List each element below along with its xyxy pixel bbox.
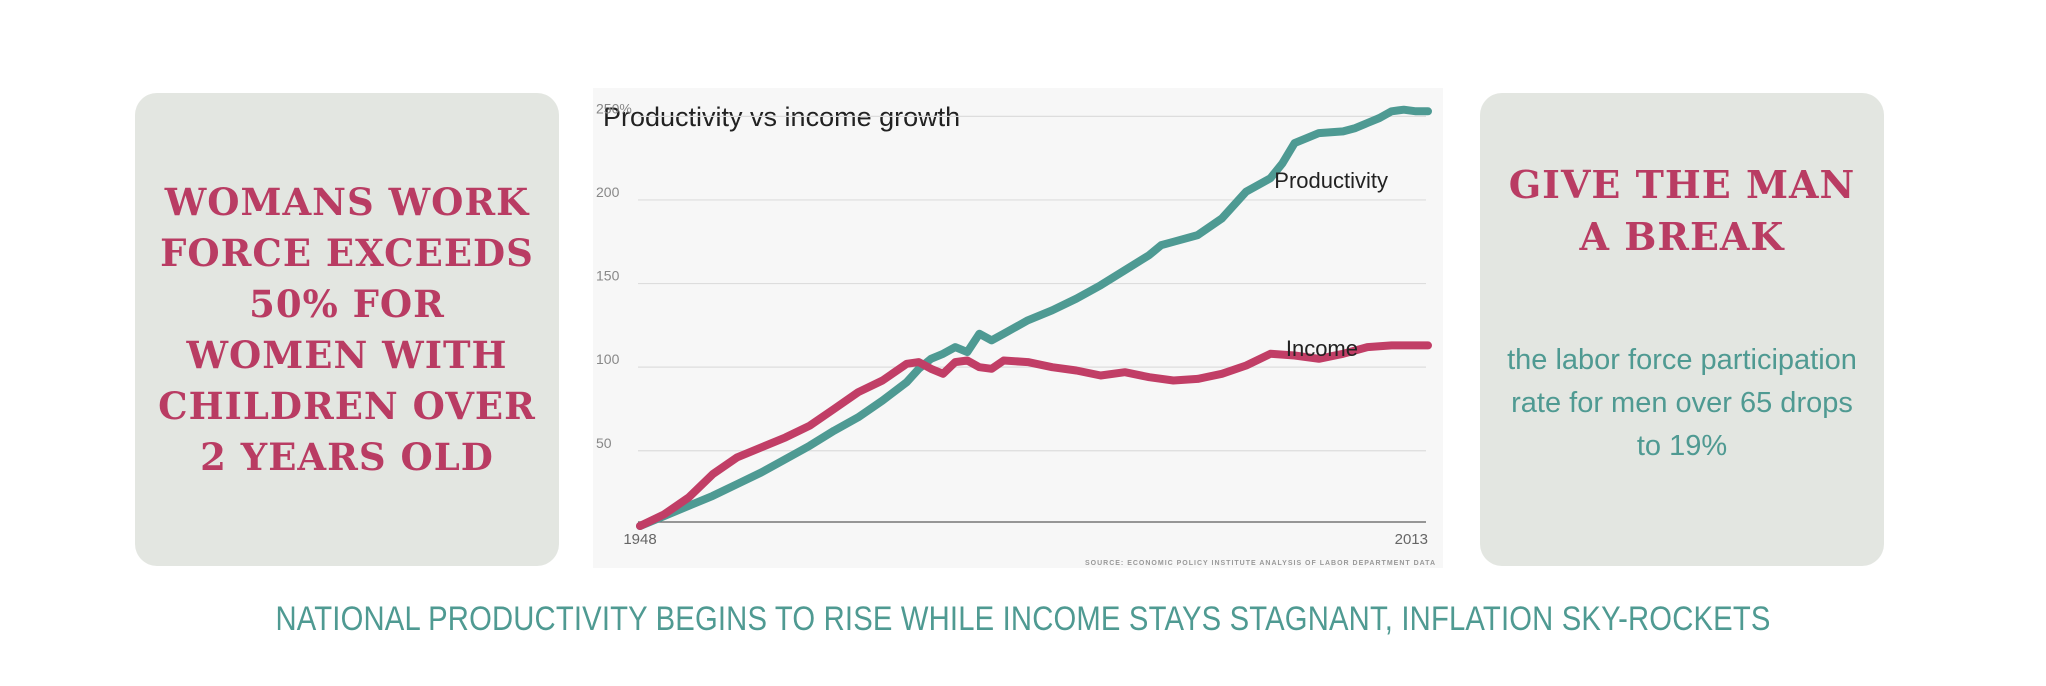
series-label-productivity: Productivity	[1274, 168, 1388, 193]
y-tick-label: 50	[596, 435, 612, 451]
y-tick-label: 250%	[596, 100, 632, 116]
series-line-productivity	[636, 105, 1432, 530]
right-info-card: GIVE THE MAN A BREAK the labor force par…	[1480, 93, 1884, 566]
right-card-body: the labor force participation rate for m…	[1507, 344, 1857, 462]
y-tick-label: 200	[596, 184, 620, 200]
left-info-card: WOMANS WORK FORCE EXCEEDS 50% FOR WOMEN …	[135, 93, 559, 566]
chart-panel: Productivity vs income growth 250% 200 150 1…	[593, 88, 1443, 568]
chart-title: Productivity vs income growth	[603, 102, 960, 132]
x-tick-label: 1948	[623, 531, 656, 548]
y-tick-label: 150	[596, 268, 620, 284]
y-tick-label: 100	[596, 351, 620, 367]
chart-source: SOURCE: ECONOMIC POLICY INSTITUTE ANALYS…	[1085, 560, 1436, 567]
series-label-income: Income	[1286, 336, 1358, 361]
left-card-heading: WOMANS WORK FORCE EXCEEDS 50% FOR WOMEN …	[158, 179, 536, 479]
series-shadow-income	[639, 342, 1431, 527]
series-line-income	[636, 341, 1432, 530]
bottom-caption: NATIONAL PRODUCTIVITY BEGINS TO RISE WHI…	[275, 600, 1771, 638]
right-card-heading: GIVE THE MAN A BREAK	[1508, 162, 1856, 259]
x-tick-label: 2013	[1395, 531, 1428, 548]
